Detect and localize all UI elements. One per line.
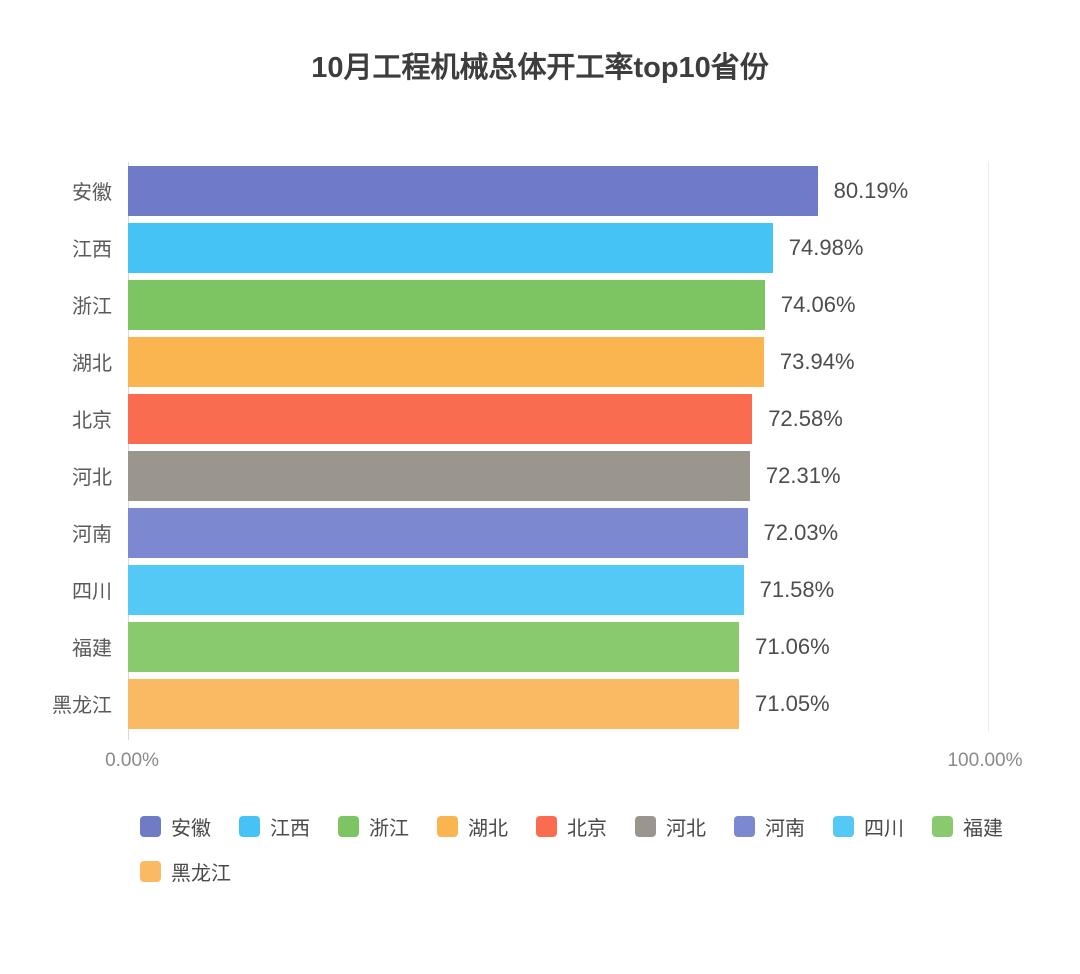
bar-value-label: 72.03%	[763, 519, 839, 545]
bar-track: 74.98%	[128, 222, 1080, 273]
category-label: 黑龙江	[52, 695, 112, 717]
bar-row: 河南 72.03%	[0, 504, 1080, 561]
legend-item[interactable]: 福建	[932, 812, 1003, 841]
legend-swatch-icon	[239, 816, 260, 837]
legend-label: 四川	[864, 818, 904, 840]
bar-value-label: 72.31%	[765, 462, 841, 488]
bar-row: 河北 72.31%	[0, 447, 1080, 504]
bar-value-label: 71.06%	[755, 633, 830, 659]
bar[interactable]	[128, 222, 773, 273]
legend-swatch-icon	[338, 816, 359, 837]
category-label: 河北	[72, 467, 112, 489]
legend-item[interactable]: 浙江	[338, 812, 409, 841]
legend-label: 河北	[666, 818, 706, 840]
legend-swatch-icon	[536, 816, 557, 837]
legend-item[interactable]: 黑龙江	[140, 857, 231, 886]
category-label: 浙江	[72, 296, 112, 318]
legend-label: 北京	[567, 818, 607, 840]
legend-item[interactable]: 安徽	[140, 812, 211, 841]
x-tick-0: 0.00%	[105, 750, 159, 771]
bar[interactable]	[128, 279, 765, 330]
bar-value-label: 72.58%	[768, 405, 843, 431]
bar-track: 80.19%	[128, 165, 1080, 216]
bar[interactable]	[128, 336, 764, 387]
category-label: 安徽	[72, 182, 112, 204]
legend-swatch-icon	[635, 816, 656, 837]
legend-item[interactable]: 河北	[635, 812, 706, 841]
legend-item[interactable]: 河南	[734, 812, 805, 841]
bar-row: 浙江 74.06%	[0, 276, 1080, 333]
legend-label: 黑龙江	[171, 863, 231, 885]
bar-row: 黑龙江 71.05%	[0, 675, 1080, 732]
plot-area: 安徽 80.19% 江西 74.98% 浙江 74.06% 湖北 73.94% 北京 72.58%…	[0, 162, 1080, 792]
legend-label: 安徽	[171, 818, 211, 840]
bar[interactable]	[128, 165, 818, 216]
legend-item[interactable]: 四川	[833, 812, 904, 841]
legend-label: 江西	[270, 818, 310, 840]
bar[interactable]	[128, 678, 739, 729]
bar-row: 安徽 80.19%	[0, 162, 1080, 219]
gridline-100pct	[988, 162, 989, 732]
bar-track: 71.05%	[128, 678, 1080, 729]
bar-track: 72.58%	[128, 393, 1080, 444]
category-label: 湖北	[72, 353, 112, 375]
legend-label: 浙江	[369, 818, 409, 840]
legend-label: 河南	[765, 818, 805, 840]
bar-track: 73.94%	[128, 336, 1080, 387]
legend-item[interactable]: 湖北	[437, 812, 508, 841]
legend-label: 湖北	[468, 818, 508, 840]
legend-swatch-icon	[734, 816, 755, 837]
legend-swatch-icon	[932, 816, 953, 837]
bar[interactable]	[128, 507, 748, 558]
x-tick-100: 100.00%	[947, 750, 1023, 771]
category-label: 江西	[72, 239, 112, 261]
bar-value-label: 71.05%	[755, 690, 830, 716]
legend-item[interactable]: 江西	[239, 812, 310, 841]
legend-swatch-icon	[140, 861, 161, 882]
bar-row: 湖北 73.94%	[0, 333, 1080, 390]
bar-rows: 安徽 80.19% 江西 74.98% 浙江 74.06% 湖北 73.94% 北京 72.58%…	[0, 162, 1080, 732]
legend: 安徽 江西 浙江 湖北 北京 河北 河南 四川 福建黑龙江	[140, 812, 1040, 886]
bar-track: 71.06%	[128, 621, 1080, 672]
bar-row: 四川 71.58%	[0, 561, 1080, 618]
bar[interactable]	[128, 450, 750, 501]
bar-track: 72.31%	[128, 450, 1080, 501]
bar-track: 72.03%	[128, 507, 1080, 558]
legend-swatch-icon	[437, 816, 458, 837]
bar-track: 74.06%	[128, 279, 1080, 330]
bar-value-label: 73.94%	[779, 348, 855, 374]
category-label: 北京	[72, 410, 112, 432]
bar-row: 福建 71.06%	[0, 618, 1080, 675]
legend-swatch-icon	[140, 816, 161, 837]
bar[interactable]	[128, 393, 753, 444]
bar-value-label: 74.06%	[780, 291, 856, 317]
bar-value-label: 80.19%	[833, 177, 909, 203]
bar-row: 北京 72.58%	[0, 390, 1080, 447]
bar-row: 江西 74.98%	[0, 219, 1080, 276]
bar[interactable]	[128, 621, 740, 672]
bar-track: 71.58%	[128, 564, 1080, 615]
bar-value-label: 71.58%	[759, 576, 835, 602]
legend-label: 福建	[963, 818, 1003, 840]
category-label: 福建	[72, 638, 112, 660]
legend-swatch-icon	[833, 816, 854, 837]
legend-item[interactable]: 北京	[536, 812, 607, 841]
category-label: 河南	[72, 524, 112, 546]
category-label: 四川	[72, 581, 112, 603]
bar-value-label: 74.98%	[788, 234, 864, 260]
bar[interactable]	[128, 564, 744, 615]
chart-title: 10月工程机械总体开工率top10省份	[311, 52, 769, 84]
